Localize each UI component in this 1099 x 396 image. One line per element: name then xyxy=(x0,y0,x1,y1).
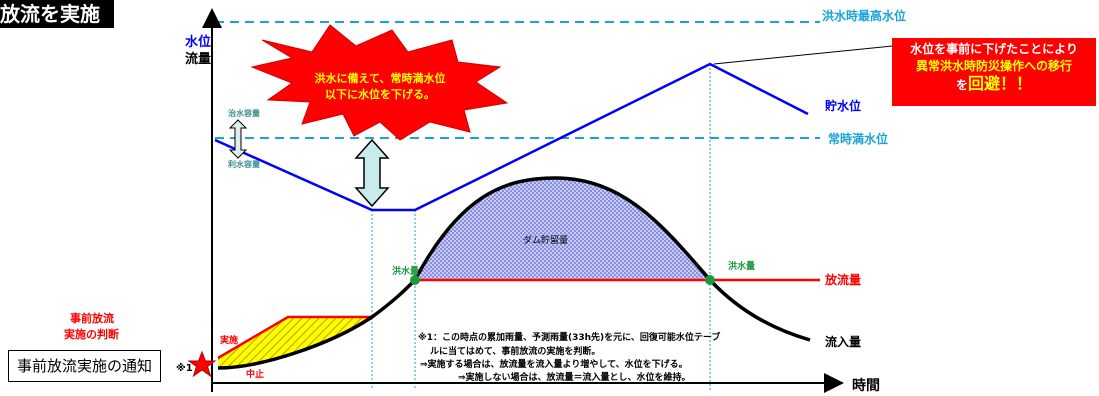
decision-label-line1: 事前放流 xyxy=(70,311,114,325)
callout-line3: を回避！！ xyxy=(892,75,1096,94)
callout-line3-prefix: を xyxy=(955,78,968,92)
callout-line2: 異常洪水時防災操作への移行 xyxy=(915,59,1072,73)
pre-release-area xyxy=(218,317,372,368)
storage-level-label: 貯水位 xyxy=(825,98,861,113)
flood-flow-point-right xyxy=(705,275,715,285)
decision-label-line2: 実施の判断 xyxy=(64,327,119,341)
flood-flow-label-left: 洪水量 xyxy=(392,265,419,277)
flood-flow-point-left xyxy=(410,275,420,285)
discharge-label: 放流量 xyxy=(824,272,861,287)
callout-pointer xyxy=(713,45,893,65)
lowering-double-arrow xyxy=(354,138,390,208)
note-line2: ルに当てはめて、事前放流の実施を判断。 xyxy=(430,345,600,357)
normal-full-level-label: 常時満水位 xyxy=(828,131,888,146)
avoidance-callout: 水位を事前に下げたことにより 異常洪水時防災操作への移行 を回避！！ xyxy=(892,38,1096,106)
y-axis-label-level: 水位 xyxy=(185,34,211,50)
y-axis-label-flow: 流量 xyxy=(185,51,211,67)
note-line1: ※1：この時点の累加雨量、予測雨量(33h先)を元に、回復可能水位テーブ xyxy=(418,331,720,343)
callout-line1: 水位を事前に下げたことにより xyxy=(910,42,1078,56)
implement-label: 実施 xyxy=(220,334,238,346)
burst-text-line1: 洪水に備えて、常時満水位 xyxy=(315,71,446,85)
warning-burst xyxy=(250,24,509,141)
page-title: 放流を実施 xyxy=(0,0,114,28)
decision-point-star xyxy=(187,350,217,378)
x-axis-label: 時間 xyxy=(852,377,880,394)
dam-storage-area xyxy=(415,178,710,280)
capacity-double-arrow xyxy=(228,119,248,159)
callout-line3-emphasis: 回避！！ xyxy=(968,74,1033,93)
water-use-capacity-label: 利水容量 xyxy=(227,159,260,169)
flood-flow-label-right: 洪水量 xyxy=(728,260,755,272)
burst-text-line2: 以下に水位を下げる。 xyxy=(325,87,435,101)
note-line4: ⇒実施しない場合は、放流量＝流入量とし、水位を維持。 xyxy=(458,371,691,383)
marker-label: ※1 xyxy=(176,362,193,374)
pre-release-notice-box: 事前放流実施の通知 xyxy=(8,350,162,382)
storage-level-line xyxy=(214,62,809,212)
flood-capacity-label: 治水容量 xyxy=(228,108,260,118)
note-line3: ⇒実施する場合は、放流量を流入量より増やして、水位を下げる。 xyxy=(420,358,688,370)
stop-label: 中止 xyxy=(246,368,264,380)
inflow-label: 流入量 xyxy=(825,334,861,349)
dam-storage-label: ダム貯留量 xyxy=(523,234,568,246)
flood-max-level-label: 洪水時最高水位 xyxy=(822,8,906,23)
